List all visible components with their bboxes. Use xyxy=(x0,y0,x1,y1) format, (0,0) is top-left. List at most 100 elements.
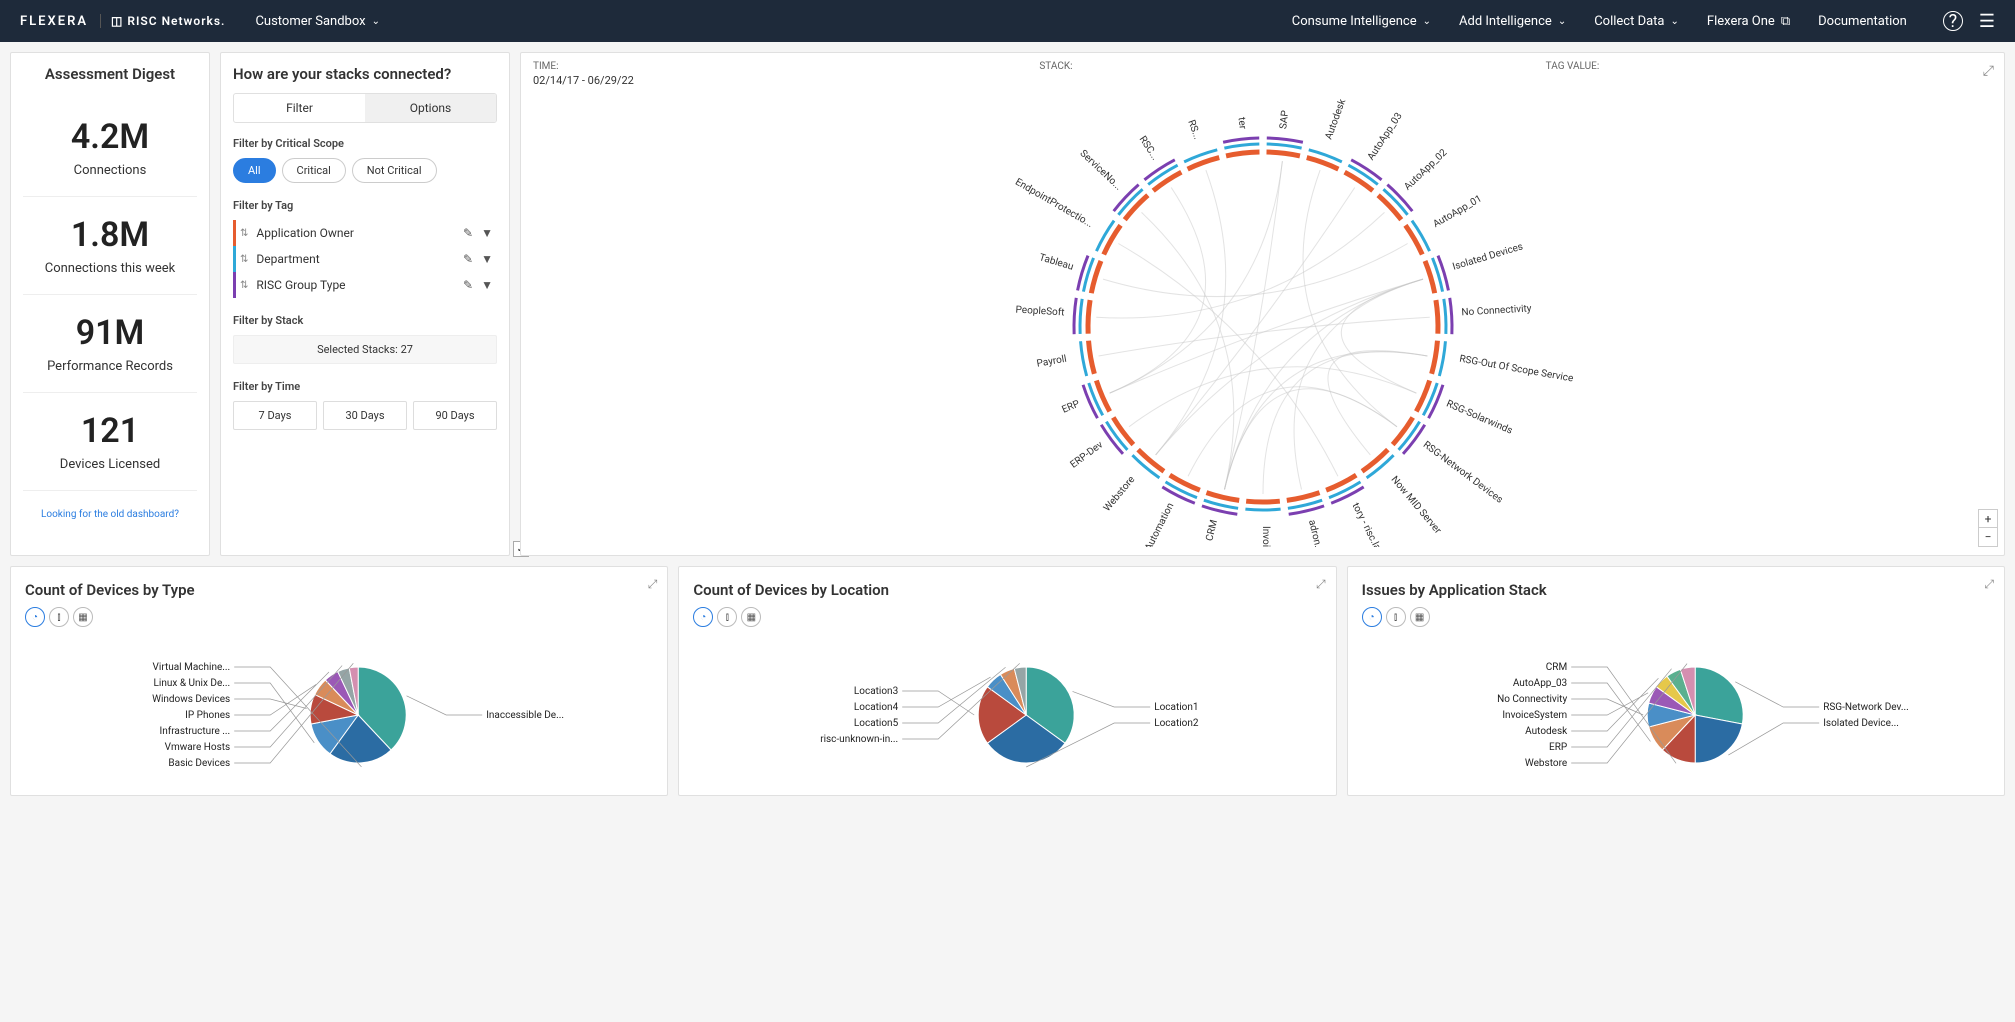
top-navbar: FLEXERA ◫ RISC Networks. Customer Sandbo… xyxy=(0,0,2015,42)
pie-chart[interactable]: Location3Location4Location5risc-unknown-… xyxy=(767,635,1247,785)
pie-view-icon[interactable]: ◔ xyxy=(693,607,713,627)
chord-node-label[interactable]: RSC... xyxy=(1136,134,1160,162)
chord-node-label[interactable]: Webstore xyxy=(1101,474,1137,513)
filter-icon[interactable]: ▼ xyxy=(481,252,493,266)
edit-icon[interactable]: ✎ xyxy=(463,252,473,266)
chord-node-label[interactable]: Payroll xyxy=(1035,354,1067,370)
bar-view-icon[interactable]: ⫾ xyxy=(717,607,737,627)
chord-node-label[interactable]: Now MID Server xyxy=(1388,474,1443,536)
filter-icon[interactable]: ▼ xyxy=(481,226,493,240)
pie-label: Infrastructure ... xyxy=(160,725,231,737)
edit-icon[interactable]: ✎ xyxy=(463,226,473,240)
chord-node-label[interactable]: AutoApp_03 xyxy=(1365,111,1404,162)
chord-panel: TIME: 02/14/17 - 06/29/22 STACK: TAG VAL… xyxy=(520,52,2005,556)
pie-view-icon[interactable]: ◔ xyxy=(1362,607,1382,627)
table-view-icon[interactable]: ▦ xyxy=(1410,607,1430,627)
tag-row-department[interactable]: ⇅ Department ✎ ▼ xyxy=(233,246,497,272)
edit-icon[interactable]: ✎ xyxy=(463,278,473,292)
bar-view-icon[interactable]: ⫾ xyxy=(1386,607,1406,627)
expand-icon[interactable]: ⤢ xyxy=(1984,577,1994,592)
tab-options[interactable]: Options xyxy=(365,94,496,122)
pie-slice[interactable] xyxy=(1695,715,1742,763)
time-btn-7-days[interactable]: 7 Days xyxy=(233,401,317,430)
chord-node-label[interactable]: AutoApp_02 xyxy=(1402,147,1449,193)
pie-view-icon[interactable]: ◔ xyxy=(25,607,45,627)
brand-risc: ◫ RISC Networks. xyxy=(100,14,225,28)
stack-selector[interactable]: Selected Stacks: 27 xyxy=(233,335,497,364)
hamburger-icon[interactable]: ☰ xyxy=(1979,11,1995,32)
chord-node-label[interactable]: RSG-Network Devices xyxy=(1420,439,1504,505)
time-btn-30-days[interactable]: 30 Days xyxy=(323,401,407,430)
chord-node-label[interactable]: No Connectivity xyxy=(1461,303,1532,318)
expand-icon[interactable]: ⤢ xyxy=(1983,63,1994,79)
pie-label: Location3 xyxy=(854,686,898,697)
chord-node-label[interactable]: ERP xyxy=(1060,398,1081,415)
expand-icon[interactable]: ⤢ xyxy=(1316,577,1326,592)
zoom-out-button[interactable]: − xyxy=(1979,528,1997,546)
pie-label: IP Phones xyxy=(185,710,230,721)
nav-add-intelligence[interactable]: Add Intelligence⌄ xyxy=(1459,14,1566,29)
chord-node-label[interactable]: MarketingAutomation xyxy=(1123,501,1176,547)
metric-label: Devices Licensed xyxy=(23,457,197,472)
bar-view-icon[interactable]: ⫾ xyxy=(49,607,69,627)
time-header-label: TIME: xyxy=(533,61,979,72)
pie-chart[interactable]: CRMAutoApp_03No ConnectivityInvoiceSyste… xyxy=(1436,635,1916,785)
chord-node-label[interactable]: EndpointProtectio... xyxy=(1013,177,1095,230)
chord-node-label[interactable]: ServiceNo... xyxy=(1077,148,1123,193)
tag-row-application-owner[interactable]: ⇅ Application Owner ✎ ▼ xyxy=(233,220,497,246)
metric-devices-licensed: 121 Devices Licensed xyxy=(23,393,197,491)
sandbox-dropdown[interactable]: Customer Sandbox ⌄ xyxy=(255,14,380,29)
chevron-down-icon: ⌄ xyxy=(1558,16,1566,27)
nav-collect-data[interactable]: Collect Data⌄ xyxy=(1594,14,1679,29)
scope-pill-all[interactable]: All xyxy=(233,158,276,183)
chord-node-label[interactable]: tory - risc.lab xyxy=(1349,501,1385,547)
metric-value: 91M xyxy=(23,313,197,353)
tag-row-risc-group-type[interactable]: ⇅ RISC Group Type ✎ ▼ xyxy=(233,272,497,298)
tab-filter[interactable]: Filter xyxy=(234,94,365,122)
nav-flexera-one[interactable]: Flexera One⧉ xyxy=(1707,14,1790,29)
drag-grip-icon[interactable]: ⇅ xyxy=(240,280,248,291)
drag-grip-icon[interactable]: ⇅ xyxy=(240,254,248,265)
external-link-icon: ⧉ xyxy=(1781,14,1790,29)
brand-area: FLEXERA ◫ RISC Networks. xyxy=(20,14,225,29)
help-icon[interactable]: ? xyxy=(1943,11,1963,31)
chord-node-label[interactable]: PeopleSoft xyxy=(1015,304,1065,319)
scope-pill-critical[interactable]: Critical xyxy=(282,158,346,183)
nav-documentation[interactable]: Documentation xyxy=(1818,14,1907,29)
pie-label: InvoiceSystem xyxy=(1502,710,1567,721)
filter-icon[interactable]: ▼ xyxy=(481,278,493,292)
time-btn-90-days[interactable]: 90 Days xyxy=(413,401,497,430)
pie-label: No Connectivity xyxy=(1497,694,1567,705)
chord-node-label[interactable]: InvoiceSys... xyxy=(1260,526,1271,547)
pie-label: risc-unknown-in... xyxy=(821,734,899,745)
chord-node-label[interactable]: Autodesk xyxy=(1323,97,1348,141)
zoom-in-button[interactable]: + xyxy=(1979,510,1997,528)
scope-pill-not-critical[interactable]: Not Critical xyxy=(352,158,437,183)
expand-icon[interactable]: ⤢ xyxy=(648,577,658,592)
chord-node-label[interactable]: RSG-Out Of Scope Services xyxy=(1458,353,1573,386)
time-filter-label: Filter by Time xyxy=(233,380,497,393)
table-view-icon[interactable]: ▦ xyxy=(741,607,761,627)
chord-node-label[interactable]: adron.com xyxy=(1305,519,1327,547)
chord-node-label[interactable]: Tableau xyxy=(1037,252,1074,273)
pie-label: AutoApp_03 xyxy=(1513,678,1567,689)
chord-node-label[interactable]: SAP xyxy=(1278,110,1291,130)
chord-node-label[interactable]: RS... xyxy=(1185,118,1202,141)
chord-diagram[interactable]: SAP Autodesk AutoApp_03AutoApp_02AutoApp_0… xyxy=(953,87,1573,547)
chord-node-label[interactable]: AutoApp_01 xyxy=(1431,193,1484,230)
old-dashboard-link[interactable]: Looking for the old dashboard? xyxy=(23,509,197,520)
chord-node-label[interactable]: CRM xyxy=(1204,519,1220,542)
pie-chart[interactable]: Virtual Machine...Linux & Unix De...Wind… xyxy=(99,635,579,785)
drag-grip-icon[interactable]: ⇅ xyxy=(240,228,248,239)
pie-slice[interactable] xyxy=(1695,667,1743,724)
chord-node-label[interactable]: ter xyxy=(1235,117,1247,131)
table-view-icon[interactable]: ▦ xyxy=(73,607,93,627)
metric-label: Connections this week xyxy=(23,261,197,276)
chord-node-label[interactable]: RSG-Solarwinds xyxy=(1444,398,1513,436)
pie-label: Basic Devices xyxy=(169,758,231,769)
scope-label: Filter by Critical Scope xyxy=(233,137,497,150)
metric-label: Performance Records xyxy=(23,359,197,374)
chord-node-label[interactable]: ERP-Dev xyxy=(1068,439,1105,470)
chord-node-label[interactable]: Isolated Devices xyxy=(1451,241,1524,272)
nav-consume-intelligence[interactable]: Consume Intelligence⌄ xyxy=(1292,14,1431,29)
